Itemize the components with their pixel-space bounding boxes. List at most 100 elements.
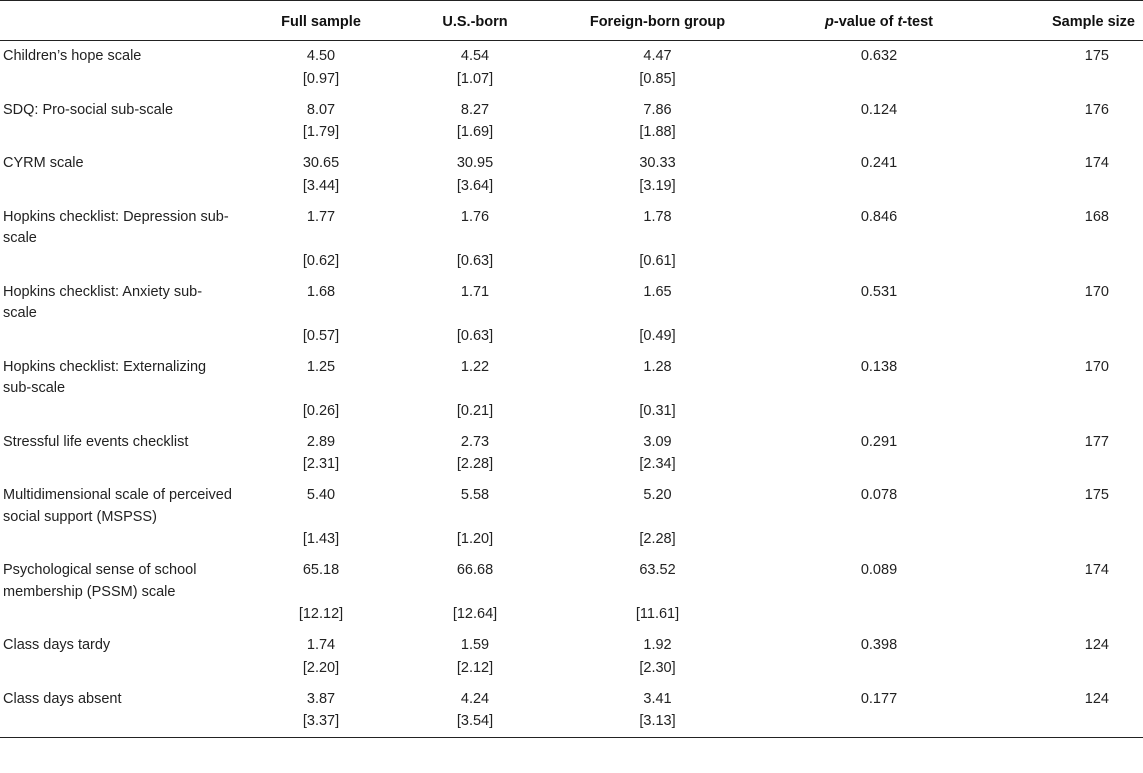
table-row: Psychological sense of school membership… xyxy=(0,555,1143,603)
header-p-italic: p xyxy=(825,14,834,30)
foreign-born-sd: [0.85] xyxy=(639,70,676,87)
full-sample-value: 5.40 xyxy=(306,487,336,503)
header-empty xyxy=(0,0,232,41)
table-row: Hopkins checklist: Depression sub-scale … xyxy=(0,202,1143,250)
foreign-born-value: 4.47 xyxy=(643,48,672,64)
table-row-sd: [3.37] [3.54] [3.13] xyxy=(0,710,1143,738)
full-sample-value: 1.25 xyxy=(306,358,336,375)
header-sample-size: Sample size xyxy=(983,0,1143,41)
sample-size-value: 124 xyxy=(1084,637,1109,653)
comparison-table: Full sample U.S.-born Foreign-born group… xyxy=(0,0,1143,738)
full-sample-sd: [0.57] xyxy=(302,327,340,344)
row-label: Children’s hope scale xyxy=(3,48,142,64)
foreign-born-value: 1.65 xyxy=(643,283,672,300)
header-full-sample: Full sample xyxy=(232,0,410,41)
sample-size-value: 170 xyxy=(1084,358,1109,375)
row-label: Class days absent xyxy=(3,690,122,707)
us-born-sd: [2.12] xyxy=(456,659,494,676)
foreign-born-sd: [2.34] xyxy=(639,456,676,472)
table-row: CYRM scale 30.65 30.95 30.33 0.241 174 xyxy=(0,148,1143,175)
table-row: Hopkins checklist: Externalizing sub-sca… xyxy=(0,352,1143,400)
p-value: 0.089 xyxy=(860,562,898,578)
header-p-value: p-value of t-test xyxy=(775,0,983,41)
full-sample-value: 8.07 xyxy=(306,101,336,118)
table-row-sd: [0.26] [0.21] [0.31] xyxy=(0,400,1143,427)
foreign-born-value: 3.09 xyxy=(643,433,672,450)
us-born-sd: [1.07] xyxy=(456,70,494,87)
foreign-born-sd: [1.88] xyxy=(639,124,676,140)
foreign-born-value: 30.33 xyxy=(639,155,676,171)
p-value: 0.398 xyxy=(860,637,898,653)
full-sample-sd: [0.97] xyxy=(302,70,340,87)
table-row-sd: [0.97] [1.07] [0.85] xyxy=(0,68,1143,95)
foreign-born-sd: [0.61] xyxy=(639,252,676,269)
full-sample-sd: [2.20] xyxy=(302,659,340,676)
row-label: SDQ: Pro-social sub-scale xyxy=(3,101,174,118)
full-sample-value: 65.18 xyxy=(302,562,340,578)
foreign-born-sd: [3.13] xyxy=(540,710,775,738)
us-born-value: 4.24 xyxy=(460,690,490,707)
foreign-born-value: 1.78 xyxy=(643,208,672,225)
us-born-value: 2.73 xyxy=(460,433,490,450)
table-row-sd: [0.57] [0.63] [0.49] xyxy=(0,325,1143,352)
us-born-sd: [1.69] xyxy=(456,124,494,140)
header-foreign-born: Foreign-born group xyxy=(540,0,775,41)
table-row: Class days absent 3.87 4.24 3.41 0.177 1… xyxy=(0,684,1143,711)
foreign-born-value: 5.20 xyxy=(643,487,672,503)
table-row-sd: [1.43] [1.20] [2.28] xyxy=(0,528,1143,555)
row-label: CYRM scale xyxy=(3,155,84,171)
table-row-sd: [2.20] [2.12] [2.30] xyxy=(0,657,1143,684)
p-value: 0.846 xyxy=(860,208,898,225)
table-row-sd: [1.79] [1.69] [1.88] xyxy=(0,121,1143,148)
p-value: 0.632 xyxy=(860,48,898,64)
sample-size-value: 168 xyxy=(1084,208,1109,225)
header-us-born: U.S.-born xyxy=(410,0,540,41)
row-label: Class days tardy xyxy=(3,637,111,653)
p-value: 0.291 xyxy=(860,433,898,450)
foreign-born-value: 1.28 xyxy=(643,358,672,375)
full-sample-value: 30.65 xyxy=(302,155,340,171)
full-sample-sd: [3.44] xyxy=(302,177,340,194)
row-label: Psychological sense of school membership… xyxy=(3,562,197,600)
sample-size-value: 170 xyxy=(1084,283,1109,300)
table-row: Stressful life events checklist 2.89 2.7… xyxy=(0,427,1143,454)
table-row-sd: [0.62] [0.63] [0.61] xyxy=(0,250,1143,277)
foreign-born-sd: [2.28] xyxy=(639,531,676,547)
us-born-value: 30.95 xyxy=(456,155,494,171)
us-born-sd: [0.21] xyxy=(456,402,494,419)
p-value: 0.241 xyxy=(860,155,898,171)
full-sample-value: 2.89 xyxy=(306,433,336,450)
table-row: SDQ: Pro-social sub-scale 8.07 8.27 7.86… xyxy=(0,95,1143,122)
full-sample-sd: [0.26] xyxy=(302,402,340,419)
foreign-born-sd: [2.30] xyxy=(639,659,676,676)
sample-size-value: 124 xyxy=(1084,690,1109,707)
header-t-italic: t xyxy=(897,14,903,30)
full-sample-sd: [1.79] xyxy=(302,124,340,140)
row-label: Multidimensional scale of perceived soci… xyxy=(3,487,232,525)
sample-size-value: 175 xyxy=(1084,48,1109,64)
foreign-born-sd: [0.31] xyxy=(639,402,676,419)
full-sample-sd: [2.31] xyxy=(302,456,340,472)
foreign-born-sd: [0.49] xyxy=(639,327,676,344)
sample-size-value: 175 xyxy=(1084,487,1109,503)
foreign-born-value: 63.52 xyxy=(639,562,676,578)
us-born-sd: [1.20] xyxy=(456,531,494,547)
p-value: 0.177 xyxy=(860,690,898,707)
table-row-sd: [2.31] [2.28] [2.34] xyxy=(0,453,1143,480)
table-row: Children’s hope scale 4.50 4.54 4.47 0.6… xyxy=(0,41,1143,68)
header-p-end: -test xyxy=(902,14,933,30)
us-born-value: 8.27 xyxy=(460,101,490,118)
us-born-sd: [0.63] xyxy=(456,327,494,344)
p-value: 0.124 xyxy=(860,101,898,118)
sample-size-value: 174 xyxy=(1084,155,1109,171)
full-sample-value: 3.87 xyxy=(306,690,336,707)
us-born-value: 1.59 xyxy=(460,637,490,653)
foreign-born-sd: [3.19] xyxy=(639,177,676,194)
us-born-sd: [3.54] xyxy=(410,710,540,738)
foreign-born-value: 3.41 xyxy=(643,690,672,707)
row-label: Hopkins checklist: Anxiety sub-scale xyxy=(3,283,203,322)
us-born-sd: [0.63] xyxy=(456,252,494,269)
row-label: Hopkins checklist: Depression sub-scale xyxy=(3,208,229,247)
full-sample-value: 1.77 xyxy=(306,208,336,225)
us-born-value: 1.71 xyxy=(460,283,490,300)
